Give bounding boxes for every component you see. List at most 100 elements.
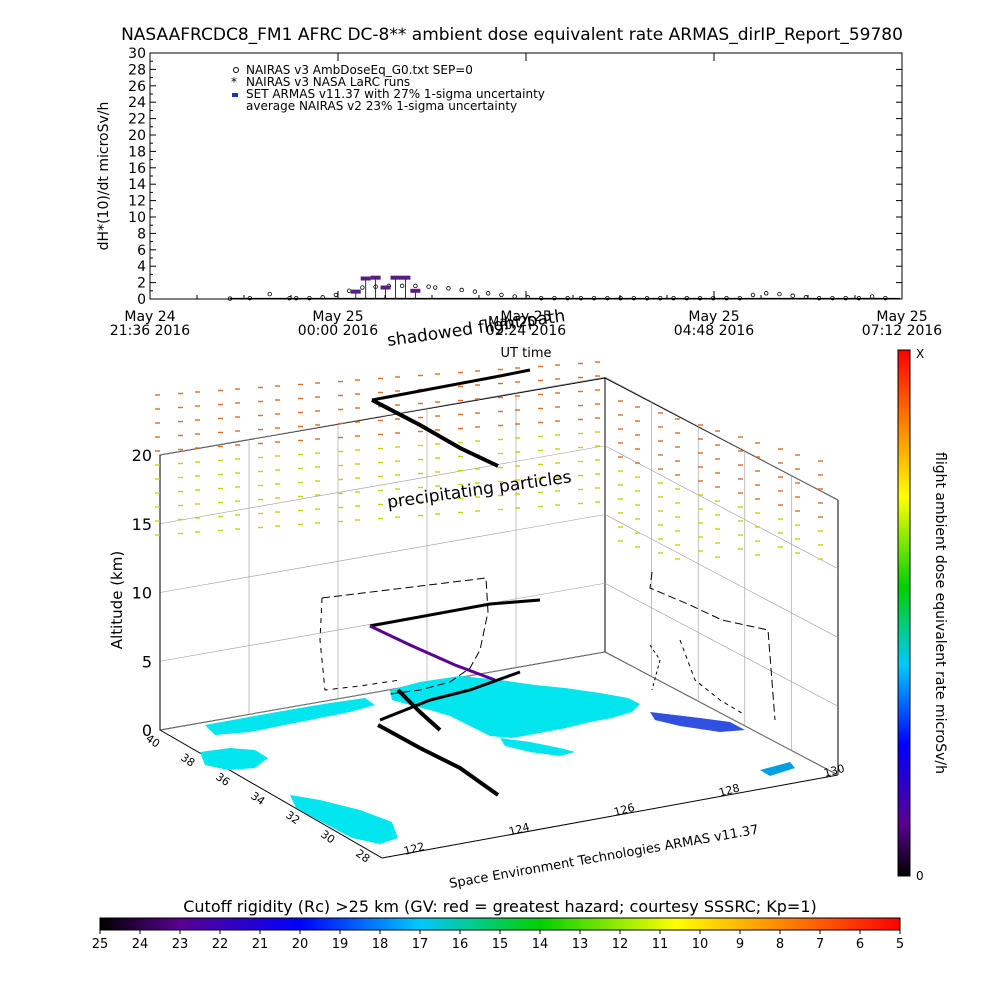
3d-z-tick-label: 5	[142, 652, 152, 671]
top-legend: NAIRAS v3 AmbDoseEq_G0.txt SEP=0 * NAIRA…	[231, 63, 545, 113]
3d-grid-right-h	[604, 376, 839, 501]
3d-z-tick-label: 20	[132, 446, 152, 465]
armas-point	[410, 288, 421, 293]
3d-grid-back-h	[159, 445, 606, 525]
vertical-colorbar-max: X	[916, 347, 924, 361]
rigidity-colorbar-tick-label: 18	[372, 937, 389, 952]
nairas-point	[499, 292, 504, 298]
3d-lon-tick-label: 124	[507, 820, 531, 838]
precipitating-particles-field	[155, 361, 823, 560]
legend-marker-larc: *	[231, 75, 237, 89]
flight-path-bottom	[377, 723, 500, 797]
top-y-tick-label: 6	[137, 243, 146, 259]
3d-grid-right-h	[604, 514, 839, 638]
nairas-point	[360, 285, 365, 290]
flight-path-top-shadow	[371, 368, 531, 402]
3d-lat-tick-label: 32	[283, 808, 302, 827]
legend-entry-1: NAIRAS v3 NASA LaRC runs	[246, 75, 410, 89]
nairas-point	[399, 283, 405, 289]
3d-grid-back-h	[159, 376, 606, 456]
rigidity-colorbar-tick-label: 14	[532, 937, 549, 952]
vertical-colorbar-label: flight ambient dose equivalent rate micr…	[932, 452, 948, 774]
top-y-tick-label: 16	[128, 161, 146, 177]
3d-lon-axis: 122 124 126 128 130	[402, 762, 846, 858]
rigidity-colorbar-tick-label: 13	[572, 937, 589, 952]
top-x-tick-date: May 25	[312, 309, 363, 325]
3d-z-axis-label: Altitude (km)	[108, 551, 126, 649]
3d-floor-left	[159, 729, 383, 859]
top-y-tick-label: 22	[128, 112, 146, 128]
rigidity-colorbar-tick-label: 6	[856, 937, 864, 952]
top-y-tick-label: 0	[137, 292, 146, 308]
land-mass-west	[200, 748, 268, 770]
rigidity-colorbar-tick-label: 12	[612, 937, 629, 952]
3d-grid-right-h	[604, 445, 839, 570]
3d-lon-tick-label: 130	[822, 762, 846, 780]
rigidity-colorbar-tick-label: 15	[492, 937, 509, 952]
3d-lat-tick-label: 36	[213, 770, 232, 789]
rigidity-colorbar-tick-label: 17	[412, 937, 429, 952]
land-mass-south	[290, 795, 398, 844]
shadow-projection-right-lower	[679, 639, 746, 716]
flight-path-bottom-branch	[396, 688, 442, 732]
shadow-projection-left-lower	[319, 597, 401, 691]
legend-entry-3: average NAIRAS v2 23% 1-sigma uncertaint…	[246, 99, 517, 113]
coast-blue	[650, 712, 745, 732]
nairas-point	[413, 283, 418, 289]
top-chart-title: NASAAFRCDC8_FM1 AFRC DC-8** ambient dose…	[121, 25, 903, 45]
nairas-point	[459, 287, 464, 293]
annotation-precipitating-particles: precipitating particles	[386, 467, 573, 513]
3d-lat-tick-label: 38	[178, 751, 197, 770]
rigidity-colorbar-tick-label: 20	[292, 937, 309, 952]
nairas-point	[764, 291, 769, 296]
top-y-tick-label: 18	[128, 144, 146, 160]
top-y-tick-label: 26	[128, 79, 146, 95]
top-x-tick-time: 02:24 2016	[486, 323, 567, 339]
top-x-tick-time: 00:00 2016	[298, 323, 379, 339]
3d-lon-tick-label: 126	[612, 801, 636, 819]
rigidity-colorbar-tick-label: 19	[332, 937, 349, 952]
armas-point	[400, 275, 411, 280]
top-y-tick-label: 10	[128, 210, 146, 226]
flight-path-top-diag	[371, 398, 499, 468]
nairas-point	[869, 294, 875, 299]
nairas-point	[512, 294, 517, 299]
3d-floor-front	[381, 774, 839, 859]
land-mass-islands	[500, 738, 575, 756]
3d-lat-tick-label: 28	[353, 847, 372, 866]
rigidity-colorbar-tick-label: 16	[452, 937, 469, 952]
rigidity-colorbar-tick-label: 11	[652, 937, 669, 952]
rigidity-colorbar-tick-label: 24	[132, 937, 149, 952]
3d-lon-tick-label: 122	[402, 840, 426, 858]
rigidity-colorbar	[99, 917, 901, 931]
rigidity-colorbar-tick-label: 10	[692, 937, 709, 952]
rigidity-colorbar-tick-label: 5	[896, 937, 904, 952]
rigidity-colorbar-title: Cutoff rigidity (Rc) >25 km (GV: red = g…	[183, 897, 817, 916]
top-x-tick-time: 04:48 2016	[674, 323, 755, 339]
flight-path-bottom-shadow	[379, 670, 521, 722]
credit-text: Space Environment Technologies ARMAS v11…	[448, 823, 760, 892]
nairas-point	[777, 291, 782, 297]
nairas-point	[433, 285, 438, 290]
armas-point	[350, 289, 361, 294]
shadow-projections	[319, 571, 776, 721]
nairas-point	[426, 284, 431, 289]
shadow-projection-right-small	[649, 644, 661, 691]
top-y-tick-label: 4	[137, 259, 146, 275]
rigidity-colorbar-tick-label: 21	[252, 937, 269, 952]
legend-marker-armas	[232, 93, 238, 97]
3d-lon-tick-label: 128	[717, 781, 741, 799]
land-mass-japan	[390, 676, 640, 738]
top-series	[227, 275, 900, 301]
rigidity-colorbar-tick-label: 23	[172, 937, 189, 952]
nairas-point	[346, 288, 352, 293]
top-y-axis-label: dH*(10)/dt microSv/h	[96, 102, 112, 251]
rigidity-colorbar-tick-label: 22	[212, 937, 229, 952]
legend-marker-nairas-v3	[233, 67, 239, 73]
nairas-point	[472, 289, 478, 294]
rigidity-colorbar-tick-label: 25	[92, 937, 109, 952]
rigidity-colorbar-ticks: 25 24 23 22 21 20 19 18 17 16 15 14 13 12 11 10 9 8 7 6 5	[92, 930, 904, 952]
3d-z-tick-label: 15	[132, 515, 152, 534]
